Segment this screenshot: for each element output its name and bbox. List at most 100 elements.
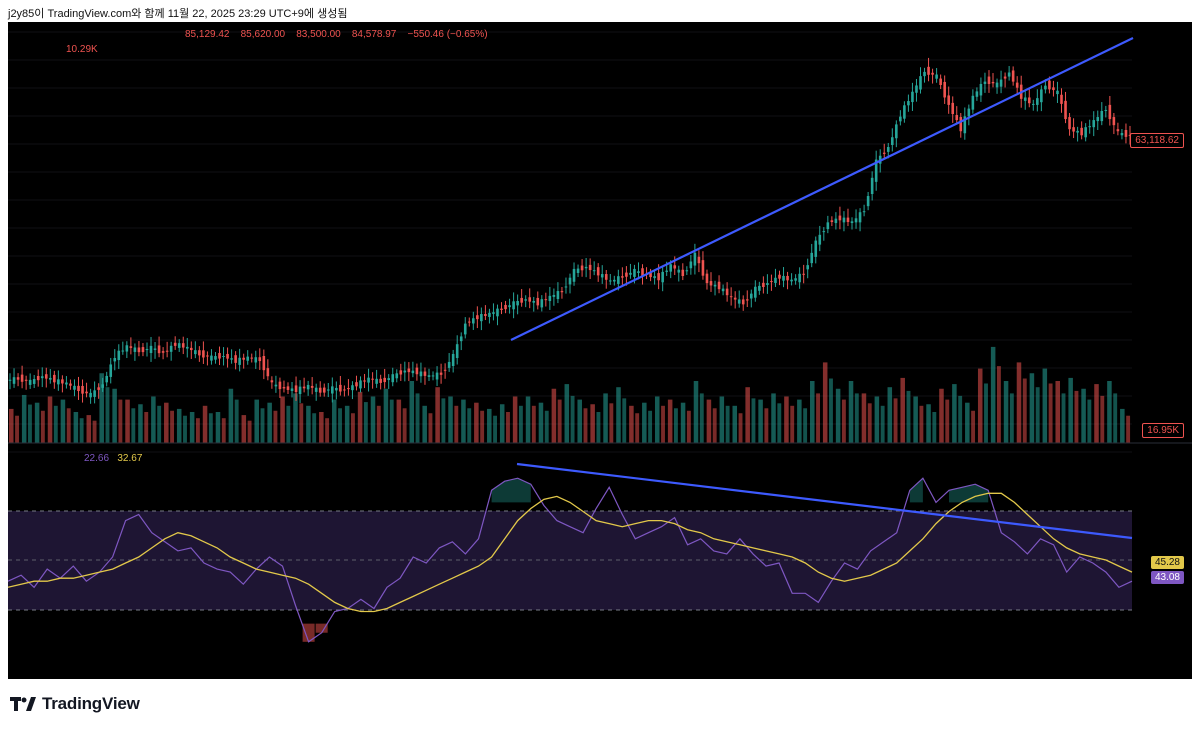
volume-bar <box>164 402 169 443</box>
volume-bar <box>422 405 427 443</box>
candle-body <box>907 101 910 106</box>
candle-body <box>1056 90 1059 95</box>
candle-body <box>238 357 241 365</box>
candle-body <box>8 379 12 381</box>
candle-body <box>697 256 701 264</box>
candle-body <box>621 276 624 278</box>
candle-body <box>987 76 991 84</box>
candle-body <box>629 272 632 275</box>
candle-body <box>318 387 322 393</box>
candle-body <box>12 377 16 384</box>
volume-bar <box>1107 381 1112 443</box>
candle-body <box>290 388 294 391</box>
volume-bar <box>693 381 699 443</box>
volume-bar <box>247 420 252 443</box>
candle-body <box>133 347 137 352</box>
price-trendline[interactable] <box>510 37 1134 341</box>
volume-bar <box>254 399 259 443</box>
volume-bar <box>415 393 420 443</box>
candle-body <box>725 288 729 296</box>
volume-bar <box>286 405 291 443</box>
candle-body <box>516 300 519 306</box>
volume-legend-value: 10.29K <box>66 44 98 55</box>
candle-body <box>846 217 850 223</box>
volume-bar <box>732 405 738 443</box>
volume-bar <box>841 399 846 443</box>
volume-bar <box>461 399 466 443</box>
brand-name: TradingView <box>42 694 140 713</box>
volume-bar <box>1061 393 1066 443</box>
candle-body <box>637 271 640 273</box>
candle-body <box>705 273 709 284</box>
candle-body <box>347 387 350 390</box>
chart-area[interactable]: 85,129.42 85,620.00 83,500.00 84,578.97 … <box>8 22 1192 679</box>
volume-bar <box>28 404 32 443</box>
rsi-legend-value: 22.66 <box>84 453 110 464</box>
volume-bar <box>144 412 149 443</box>
volume-bar <box>409 381 415 443</box>
candle-body <box>1080 127 1083 136</box>
candle-body <box>443 369 447 371</box>
volume-bar <box>138 404 143 443</box>
ohlc-change: −550.46 (−0.65%) <box>407 29 488 40</box>
volume-bar <box>887 387 893 443</box>
candle-body <box>173 342 177 346</box>
volume-bar <box>984 383 988 443</box>
candle-body <box>177 343 181 348</box>
volume-bar <box>777 403 782 443</box>
candle-body <box>709 281 713 286</box>
candle-body <box>61 379 64 384</box>
candle-body <box>230 358 233 360</box>
volume-bar <box>351 413 355 443</box>
rsi-trendline[interactable] <box>516 462 1133 540</box>
candle-body <box>669 264 673 272</box>
candle-body <box>999 79 1003 87</box>
chart-caption: j2y85이 TradingView.com와 함께 11월 22, 2025 … <box>8 8 348 20</box>
candle-body <box>653 276 656 279</box>
volume-bar <box>15 415 19 443</box>
volume-bar <box>208 413 213 443</box>
volume-bar <box>893 398 898 443</box>
volume-bar <box>583 408 588 443</box>
candle-body <box>24 379 28 381</box>
candle-body <box>979 83 983 96</box>
volume-bar <box>622 398 627 443</box>
candle-body <box>137 347 141 353</box>
candle-body <box>1023 97 1027 101</box>
candle-body <box>286 386 290 390</box>
volume-bar <box>867 403 872 443</box>
candle-body <box>467 321 471 323</box>
candle-body <box>218 353 221 359</box>
volume-bar <box>603 393 608 443</box>
candle-body <box>395 373 399 379</box>
candle-body <box>145 348 149 351</box>
volume-bar <box>118 399 123 443</box>
candle-body <box>512 301 515 310</box>
candle-body <box>955 115 959 121</box>
candle-body <box>262 356 266 371</box>
candle-body <box>250 357 254 359</box>
candle-body <box>532 300 536 303</box>
candle-body <box>322 387 326 393</box>
volume-bar <box>680 402 686 443</box>
volume-bar <box>577 399 582 443</box>
candle-body <box>198 350 201 356</box>
candle-body <box>419 371 423 377</box>
candle-body <box>431 375 435 377</box>
volume-bar <box>570 395 575 443</box>
candle-body <box>882 152 886 154</box>
ohlc-open: 85,129.42 <box>185 29 230 40</box>
candle-body <box>141 347 145 353</box>
candle-body <box>790 279 793 282</box>
ohlc-close: 84,578.97 <box>351 29 397 40</box>
volume-bar <box>40 410 45 443</box>
volume-bar <box>706 399 712 443</box>
chart-svg[interactable] <box>8 22 1192 679</box>
candle-body <box>1003 76 1007 79</box>
volume-bar <box>344 405 350 443</box>
volume-bar <box>299 403 304 443</box>
candle-body <box>476 315 479 320</box>
candle-body <box>363 380 366 382</box>
candle-body <box>915 85 918 93</box>
rsi-legend: 22.66 32.67 <box>84 453 142 464</box>
